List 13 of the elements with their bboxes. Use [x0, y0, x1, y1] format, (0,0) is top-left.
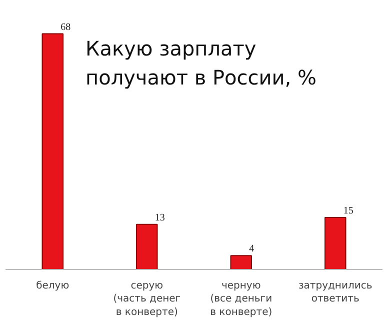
x-tick-label: белую	[36, 280, 70, 292]
bar	[324, 217, 346, 270]
data-label: 13	[154, 212, 165, 224]
x-tick-label: серую (часть денег в конверте)	[113, 280, 181, 318]
x-tick-label: затруднились ответить	[298, 280, 372, 305]
bar	[136, 224, 158, 270]
data-label: 15	[343, 206, 354, 217]
x-tick-label: черную (все деньги в конверте)	[210, 280, 272, 318]
data-label: 68	[60, 22, 71, 33]
bar	[42, 33, 64, 270]
bar	[230, 255, 252, 270]
text: Какую зарплату получают в России, %	[86, 36, 316, 90]
data-label: 4	[249, 244, 254, 255]
